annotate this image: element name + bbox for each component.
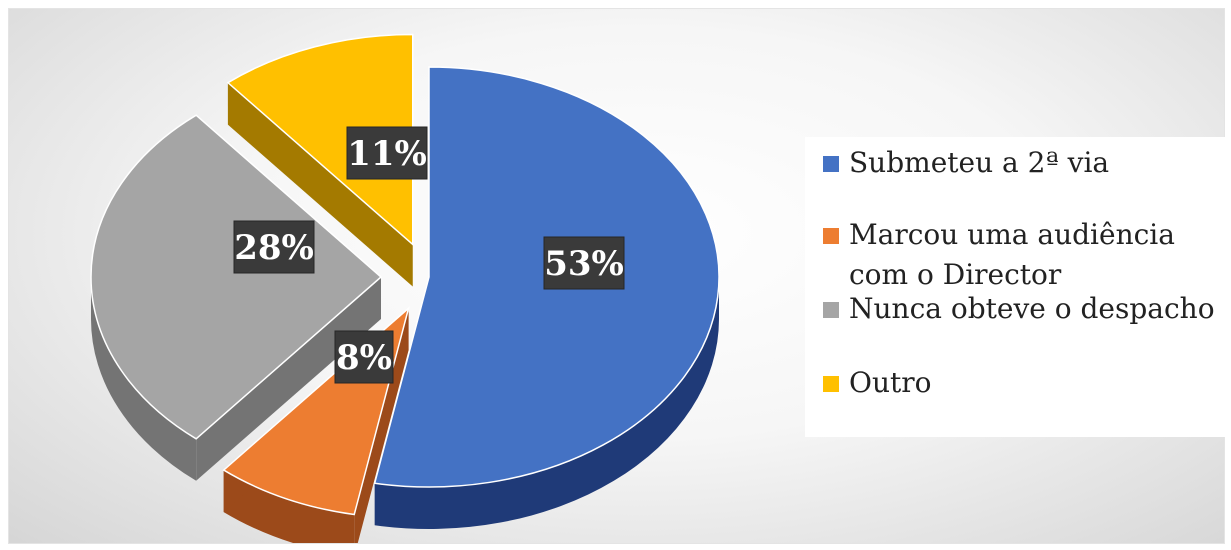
pie-slice-cut-outro <box>227 82 413 287</box>
legend-item-nunca: Nunca obteve o despacho <box>823 289 1215 329</box>
legend-swatch <box>823 156 839 172</box>
pie-slice-cut-marcou <box>354 308 409 543</box>
data-label-text: 28% <box>234 228 314 268</box>
data-label-outro: 11% <box>346 126 428 180</box>
pie-slice-side-marcou <box>223 470 355 543</box>
pie-slice-outro <box>226 33 414 247</box>
data-label-text: 53% <box>544 244 624 284</box>
pie-slice-side-submeteu <box>374 277 719 529</box>
data-label-text: 8% <box>336 338 392 378</box>
legend-item-outro: Outro <box>823 363 931 403</box>
data-label-nunca: 28% <box>233 220 315 274</box>
legend-item-marcou: Marcou uma audiência com o Director <box>823 215 1175 295</box>
data-label-marcou: 8% <box>334 330 394 384</box>
legend-swatch <box>823 228 839 244</box>
data-label-box <box>346 126 428 180</box>
legend: Submeteu a 2ª via Marcou uma audiência c… <box>805 137 1231 437</box>
legend-label: Submeteu a 2ª via <box>849 146 1110 179</box>
legend-swatch <box>823 302 839 318</box>
pie-slice-side-nunca <box>91 277 197 481</box>
chart-area: 53% 8% 28% 11% Submeteu a 2ª via Marcou uma… <box>8 8 1231 544</box>
legend-label: Outro <box>849 366 932 399</box>
pie-slice-nunca <box>90 114 383 440</box>
legend-label: Marcou uma audiência com o Director <box>849 218 1175 291</box>
pie-chart: 53% 8% 28% 11% <box>90 33 720 543</box>
data-label-submeteu: 53% <box>543 236 625 290</box>
pie-slice-cut-nunca <box>196 277 381 481</box>
legend-swatch <box>823 376 839 392</box>
data-label-text: 11% <box>347 134 427 174</box>
legend-item-submeteu: Submeteu a 2ª via <box>823 143 1109 183</box>
data-label-box <box>543 236 625 290</box>
data-label-box <box>233 220 315 274</box>
legend-label: Nunca obteve o despacho <box>849 292 1215 325</box>
data-label-box <box>334 330 394 384</box>
